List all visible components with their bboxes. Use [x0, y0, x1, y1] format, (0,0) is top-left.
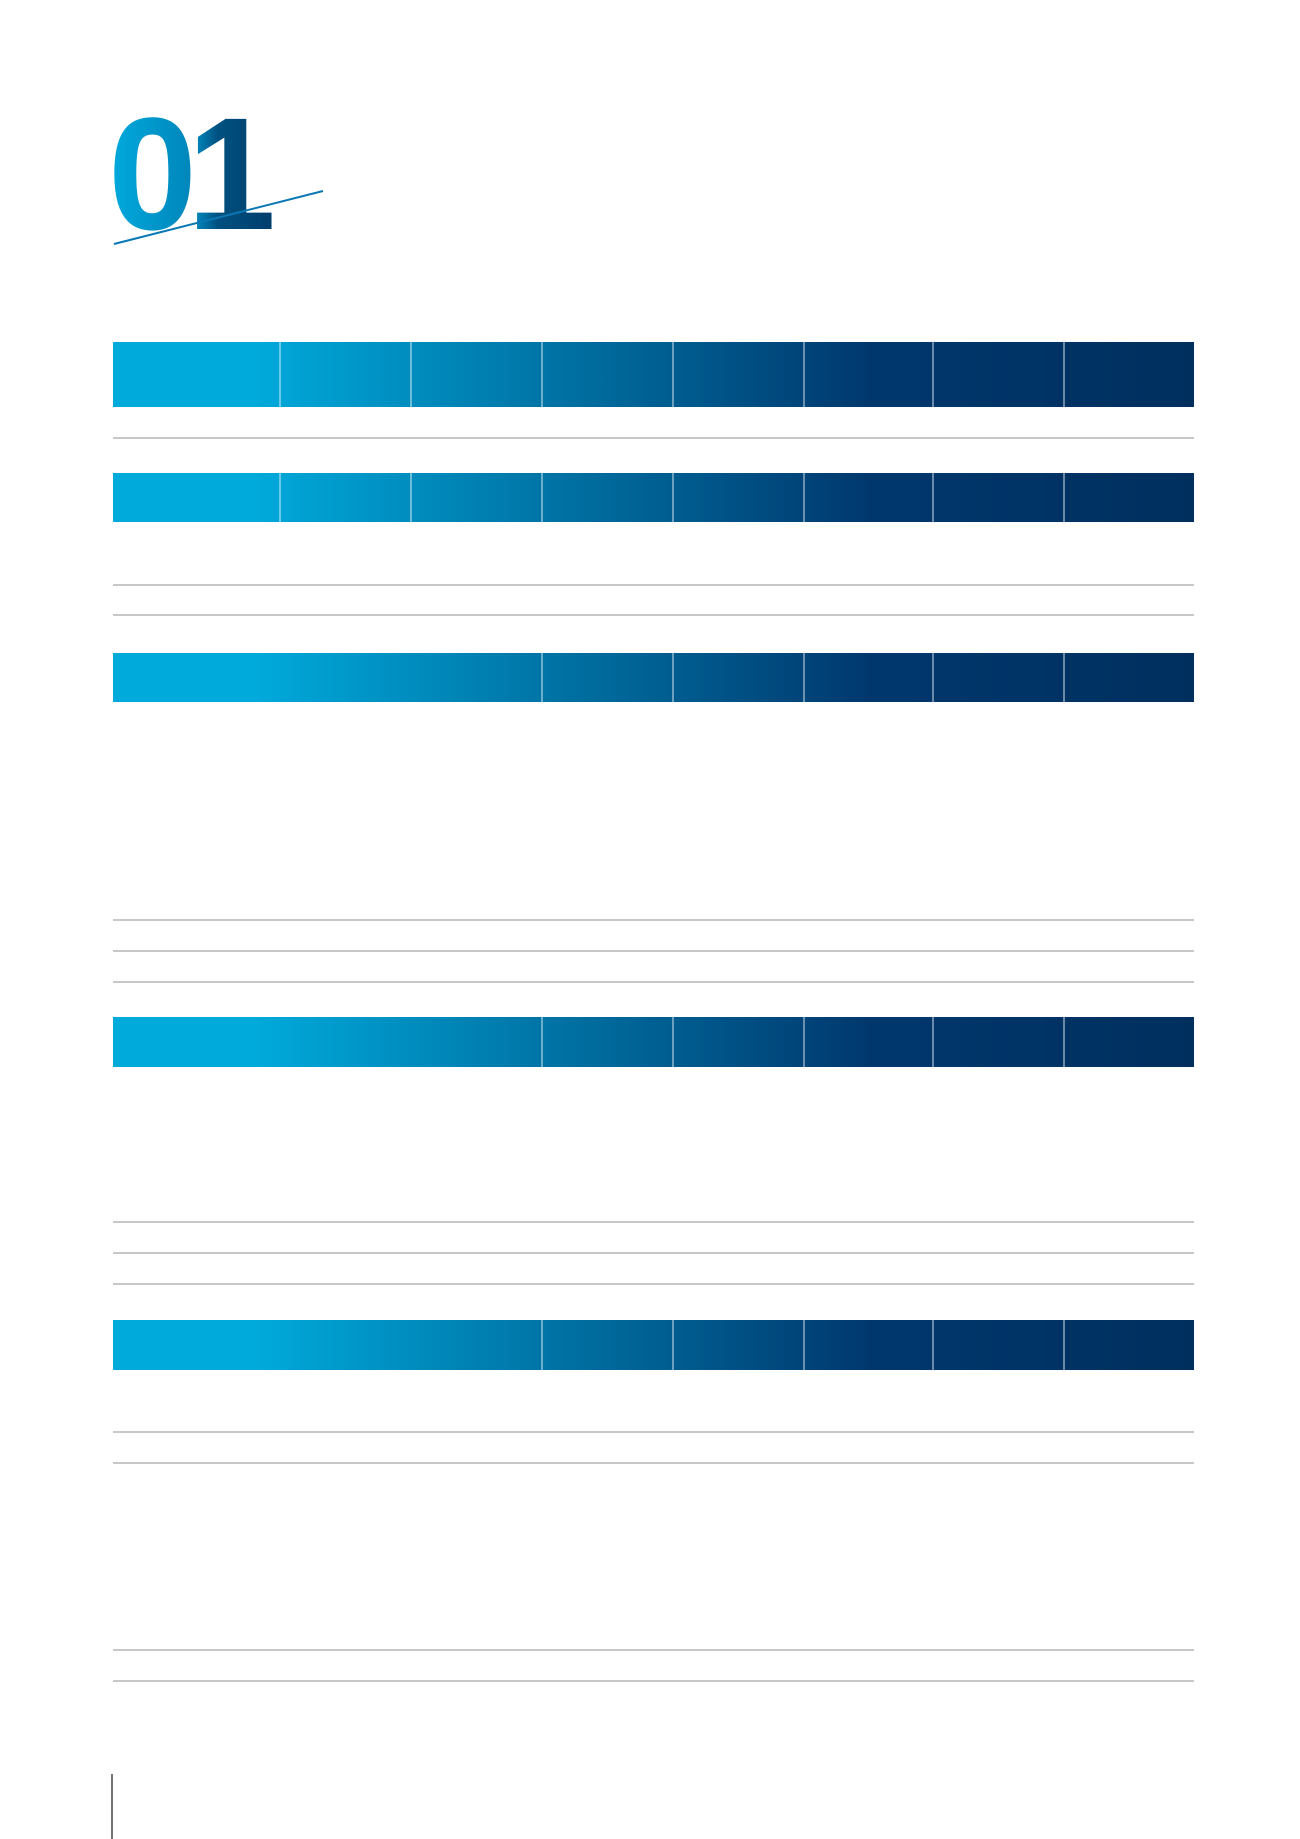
table-header	[113, 1320, 1194, 1370]
number-underline	[113, 190, 324, 245]
table-header	[113, 342, 1194, 407]
table-header	[113, 1017, 1194, 1067]
header-dividers	[541, 653, 1065, 702]
header-dividers	[541, 1320, 1065, 1370]
table-5	[113, 1320, 1194, 1682]
header-dividers	[279, 342, 1065, 407]
table-3	[113, 653, 1194, 983]
header-dividers	[541, 1017, 1065, 1067]
section-number: 01	[108, 84, 272, 263]
header-dividers	[279, 473, 1065, 522]
table-4	[113, 1017, 1194, 1285]
table-header	[113, 653, 1194, 702]
table-1	[113, 342, 1194, 439]
table-header	[113, 473, 1194, 522]
table-2	[113, 473, 1194, 616]
